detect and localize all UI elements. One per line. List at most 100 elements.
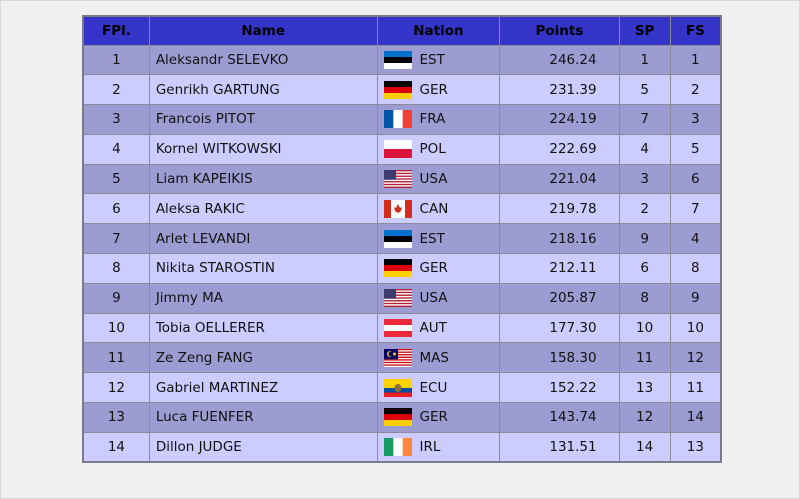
skater-name: Dillon JUDGE [148,431,378,463]
flag-icon [383,348,412,367]
points: 219.78 [499,193,620,225]
nation-cell: GER [376,402,501,433]
flag-icon [383,289,412,308]
place: 5 [82,163,150,195]
free-skate-rank: 14 [669,402,722,433]
points: 224.19 [499,104,620,135]
nation: FRA [419,111,446,128]
short-program-rank: 2 [618,193,671,225]
nation-cell: CAN [376,193,501,225]
place: 9 [82,282,150,314]
points: 152.22 [499,372,620,404]
skater-name: Francois PITOT [148,104,378,135]
free-skate-rank: 1 [669,44,722,76]
column-header: SP [618,15,671,46]
nation: GER [419,81,448,98]
nation: AUT [419,320,447,337]
points: 177.30 [499,312,620,344]
place: 1 [82,44,150,76]
points: 131.51 [499,431,620,463]
skater-name: Jimmy MA [148,282,378,314]
column-header: Nation [376,15,501,46]
nation: ECU [419,379,448,396]
free-skate-rank: 12 [669,342,722,374]
result-row: 5 Liam KAPEIKIS USA 221.04 3 6 [82,163,722,195]
flag-icon [383,408,412,427]
nation-cell: MAS [376,342,501,374]
skater-name: Arlet LEVANDI [148,223,378,255]
place: 14 [82,431,150,463]
free-skate-rank: 5 [669,133,722,165]
flag-icon [383,140,412,159]
result-row: 9 Jimmy MA USA 205.87 8 9 [82,282,722,314]
result-row: 11 Ze Zeng FANG MAS 158.30 11 12 [82,342,722,374]
skater-name: Nikita STAROSTIN [148,253,378,284]
place: 8 [82,253,150,284]
flag-icon [383,80,412,99]
flag-icon [383,110,412,129]
result-row: 10 Tobia OELLERER AUT 177.30 10 10 [82,312,722,344]
free-skate-rank: 4 [669,223,722,255]
result-row: 2 Genrikh GARTUNG GER 231.39 5 2 [82,74,722,106]
skater-name: Gabriel MARTINEZ [148,372,378,404]
table-head: FPl. Name Nation Points SP FS [82,15,722,46]
place: 6 [82,193,150,225]
result-row: 12 Gabriel MARTINEZ ECU 152.22 13 11 [82,372,722,404]
nation: POL [419,141,446,158]
nation-cell: USA [376,163,501,195]
nation-cell: ECU [376,372,501,404]
result-row: 8 Nikita STAROSTIN GER 212.11 6 8 [82,253,722,284]
points: 221.04 [499,163,620,195]
nation-cell: USA [376,282,501,314]
nation-cell: POL [376,133,501,165]
free-skate-rank: 9 [669,282,722,314]
points: 143.74 [499,402,620,433]
nation-cell: FRA [376,104,501,135]
place: 7 [82,223,150,255]
results-table: FPl. Name Nation Points SP FS 1 Aleksandr SELE… [82,15,722,464]
nation: USA [419,290,448,307]
short-program-rank: 3 [618,163,671,195]
flag-icon [383,229,412,248]
short-program-rank: 8 [618,282,671,314]
free-skate-rank: 3 [669,104,722,135]
points: 218.16 [499,223,620,255]
nation: MAS [419,349,449,366]
result-row: 13 Luca FUENFER GER 143.74 12 14 [82,402,722,433]
skater-name: Aleksa RAKIC [148,193,378,225]
free-skate-rank: 2 [669,74,722,106]
result-row: 6 Aleksa RAKIC CAN 219.78 2 7 [82,193,722,225]
place: 13 [82,402,150,433]
result-row: 14 Dillon JUDGE IRL 131.51 14 13 [82,431,722,463]
short-program-rank: 14 [618,431,671,463]
nation: EST [419,51,445,68]
points: 158.30 [499,342,620,374]
free-skate-rank: 8 [669,253,722,284]
nation-cell: EST [376,223,501,255]
nation-cell: IRL [376,431,501,463]
free-skate-rank: 11 [669,372,722,404]
points: 246.24 [499,44,620,76]
skater-name: Luca FUENFER [148,402,378,433]
flag-icon [383,438,412,456]
nation: GER [419,409,448,426]
result-row: 4 Kornel WITKOWSKI POL 222.69 4 5 [82,133,722,165]
points: 222.69 [499,133,620,165]
nation-cell: AUT [376,312,501,344]
flag-icon [383,50,412,70]
flag-icon [383,259,412,278]
points: 231.39 [499,74,620,106]
header-row: FPl. Name Nation Points SP FS [82,15,722,46]
flag-icon [383,199,412,218]
points: 205.87 [499,282,620,314]
nation-cell: GER [376,74,501,106]
short-program-rank: 5 [618,74,671,106]
column-header: FS [669,15,722,46]
nation: IRL [419,439,441,455]
skater-name: Genrikh GARTUNG [148,74,378,106]
short-program-rank: 4 [618,133,671,165]
free-skate-rank: 7 [669,193,722,225]
place: 3 [82,104,150,135]
